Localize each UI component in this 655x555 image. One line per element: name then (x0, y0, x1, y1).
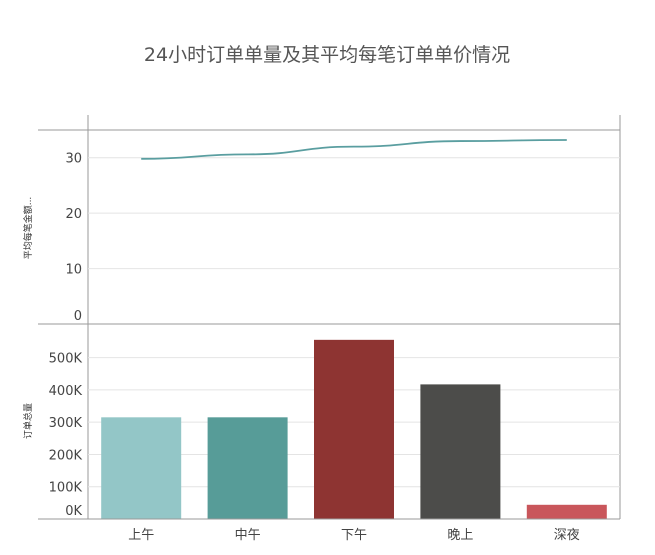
bottom-tick-label: 200K (49, 448, 83, 463)
bar (314, 339, 394, 519)
bar (207, 417, 288, 519)
bottom-tick-label: 0K (65, 504, 82, 519)
x-tick-label: 中午 (235, 528, 261, 543)
bottom-panel: 0K 100K 200K 300K 400K 500K 上午 中午 下午 晚上 深夜 (38, 323, 620, 543)
series-line (141, 139, 567, 160)
x-tick-label: 晚上 (447, 528, 473, 543)
top-tick-label: 20 (65, 207, 82, 222)
chart-title: 24小时订单单量及其平均每笔订单单价情况 (144, 44, 510, 66)
bar (526, 504, 607, 519)
bar (420, 384, 501, 519)
x-tick-label: 上午 (128, 528, 154, 543)
bottom-tick-label: 300K (49, 416, 83, 431)
top-panel: 0 10 20 30 (38, 115, 621, 519)
bottom-tick-label: 400K (49, 384, 83, 399)
bottom-y-axis-label: 订单总量 (22, 403, 34, 439)
bar (101, 417, 182, 519)
bottom-tick-label: 500K (49, 352, 83, 367)
top-tick-label: 30 (65, 152, 82, 167)
x-tick-label: 下午 (341, 528, 367, 543)
x-tick-label: 深夜 (554, 528, 580, 543)
top-tick-label: 0 (74, 309, 82, 324)
top-tick-label: 10 (65, 263, 82, 278)
bottom-tick-label: 100K (49, 481, 83, 496)
top-y-axis-label: 平均每笔金额... (22, 197, 34, 260)
